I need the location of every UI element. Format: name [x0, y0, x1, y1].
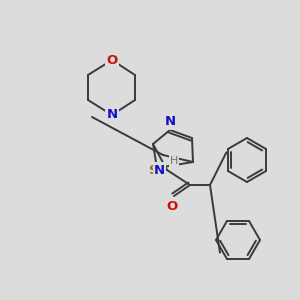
- Text: O: O: [106, 53, 118, 67]
- Text: N: N: [106, 109, 118, 122]
- Text: S: S: [149, 164, 159, 178]
- Text: O: O: [167, 200, 178, 213]
- Text: H: H: [170, 156, 178, 166]
- Text: N: N: [154, 164, 165, 176]
- Text: N: N: [164, 115, 175, 128]
